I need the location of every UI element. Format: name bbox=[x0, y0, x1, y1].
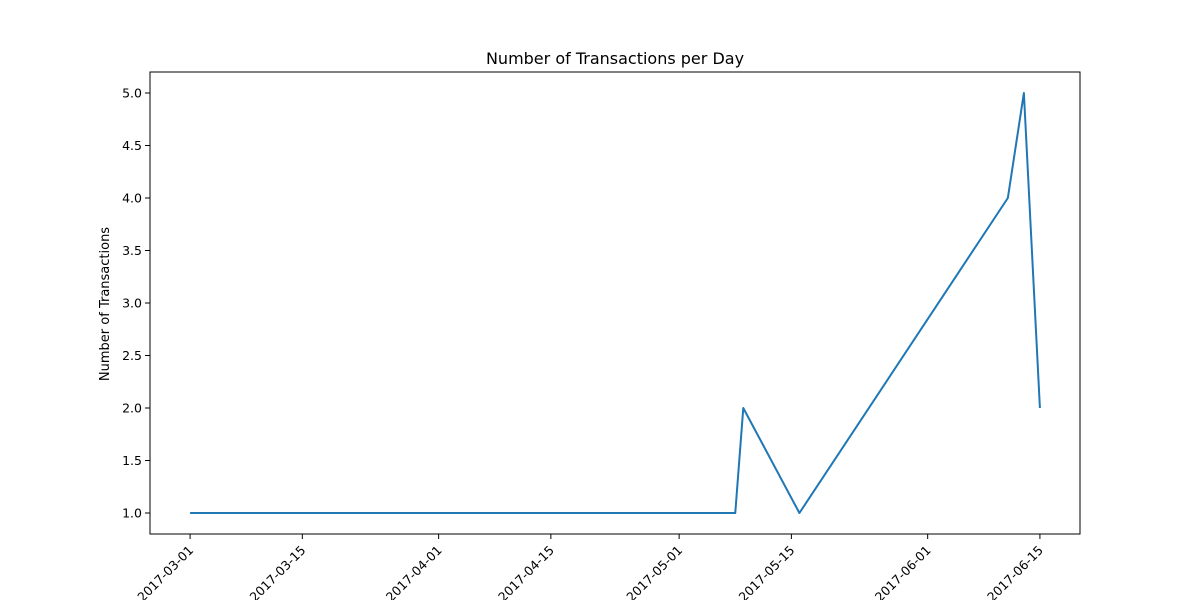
series-layer bbox=[190, 92, 1041, 514]
y-axis-ticks: 1.0 1.5 2.0 2.5 3.0 3.5 4.0 4.5 5.0 bbox=[122, 86, 150, 521]
plot-frame bbox=[149, 71, 1081, 535]
series-line-0 bbox=[190, 92, 1041, 514]
y-tick-label: 4.5 bbox=[122, 138, 142, 153]
x-tick-label: 2017-04-15 bbox=[495, 543, 557, 600]
x-tick-label: 2017-06-01 bbox=[872, 543, 934, 600]
x-tick-label: 2017-06-15 bbox=[984, 543, 1046, 600]
y-tick-label: 5.0 bbox=[122, 86, 142, 101]
y-axis-label: Number of Transactions bbox=[98, 227, 113, 381]
x-tick-label: 2017-05-15 bbox=[736, 543, 798, 600]
x-tick-label: 2017-03-01 bbox=[134, 543, 196, 600]
y-tick-label: 1.5 bbox=[122, 453, 142, 468]
y-tick-label: 2.5 bbox=[122, 348, 142, 363]
x-tick-label: 2017-05-01 bbox=[623, 543, 685, 600]
x-axis-ticks: 2017-03-01 2017-03-15 2017-04-01 2017-04-15… bbox=[134, 534, 1046, 600]
y-tick-label: 1.0 bbox=[122, 506, 142, 521]
chart-title: Number of Transactions per Day bbox=[486, 49, 744, 68]
y-tick-label: 3.0 bbox=[122, 296, 142, 311]
y-tick-label: 3.5 bbox=[122, 243, 142, 258]
y-tick-label: 4.0 bbox=[122, 191, 142, 206]
x-tick-label: 2017-03-15 bbox=[246, 543, 308, 600]
x-tick-label: 2017-04-01 bbox=[383, 543, 445, 600]
y-tick-label: 2.0 bbox=[122, 401, 142, 416]
